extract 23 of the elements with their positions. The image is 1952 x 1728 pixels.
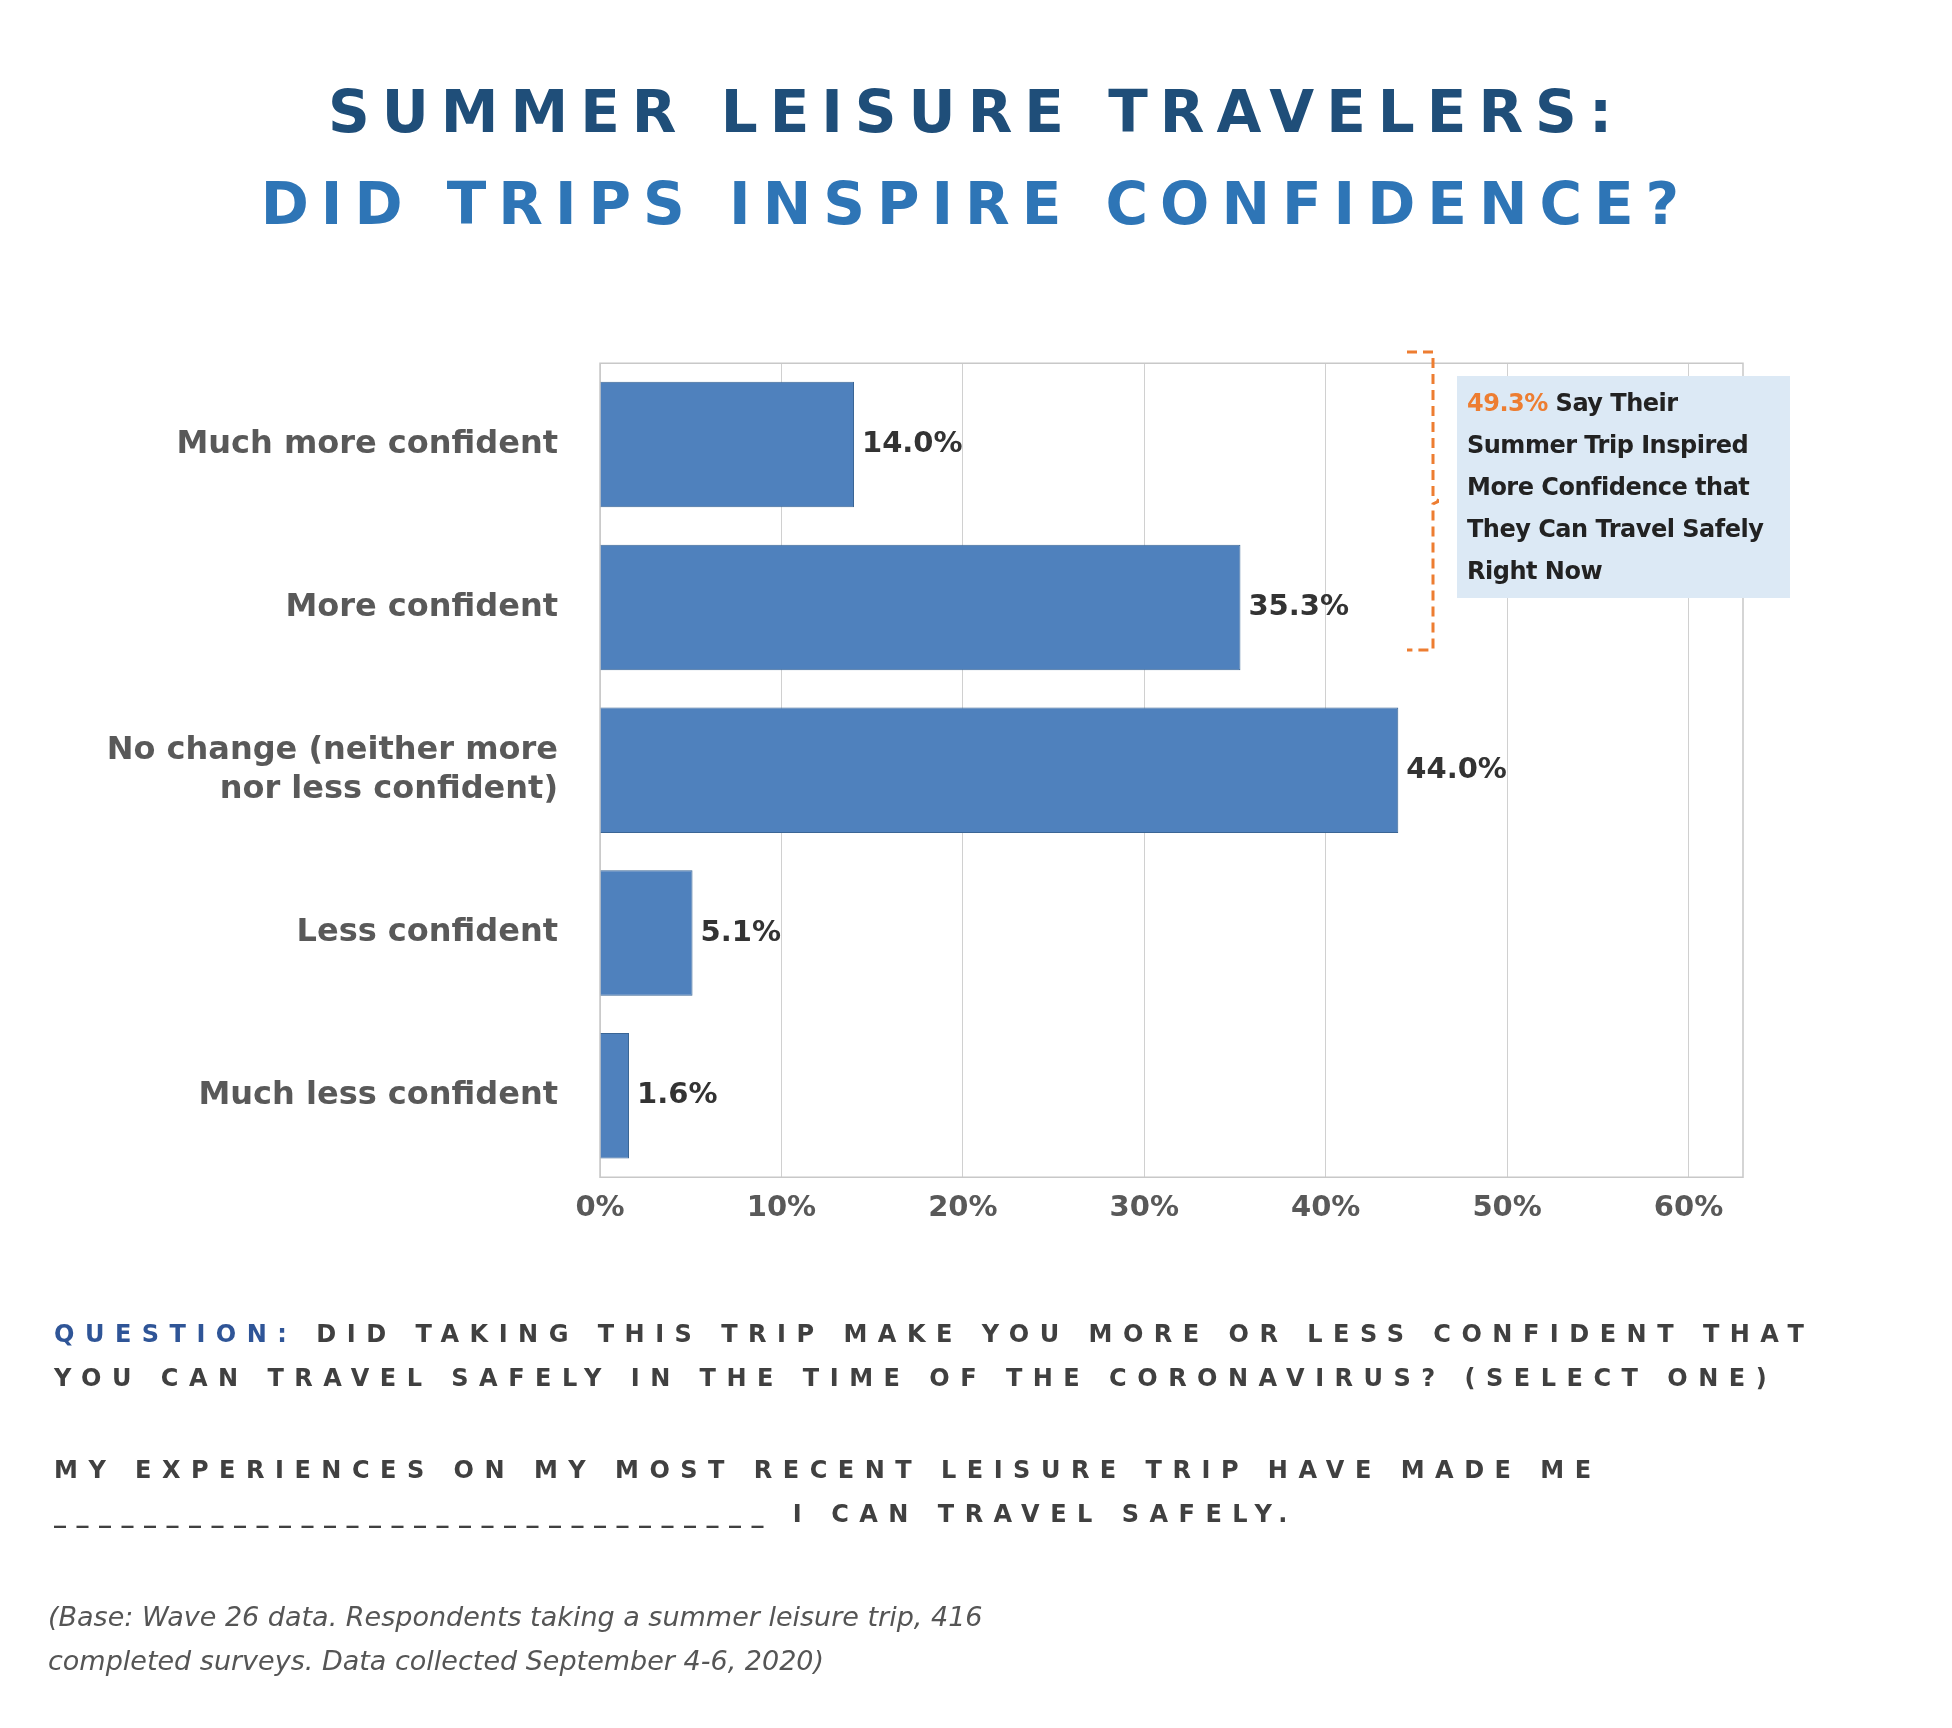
data-label: 1.6%: [637, 1076, 718, 1111]
y-tick-label: No change (neither more nor less confident): [106, 729, 558, 806]
data-label: 14.0%: [862, 425, 963, 460]
y-tick-label: Less confident: [296, 911, 558, 950]
x-tick-label: 50%: [1472, 1189, 1542, 1224]
chart-title: SUMMER LEISURE TRAVELERS:: [326, 78, 1626, 146]
annotation: 49.3% Say Their Summer Trip Inspired More Confidence that They Can Travel Safely Right Now: [1457, 376, 1790, 598]
x-tick-label: 0%: [575, 1189, 625, 1224]
x-tick-label: 10%: [746, 1189, 817, 1224]
text: QUESTION: DID TAKING THIS TRIP MAKE YOU MORE OR LESS CONFIDENT THAT YOU CAN TRAVEL SAFELY IN THE TIME OF THE CORONAVIRUS? (SELECT ONE): [54, 1319, 1816, 1394]
text: MY EXPERIENCES ON MY MOST RECENT LEISURE TRIP HAVE MADE ME ________________________________ I CAN TRAVEL SAFELY.: [54, 1455, 1603, 1530]
x-tick-label: 30%: [1109, 1189, 1179, 1224]
x-tick-label: 60%: [1653, 1189, 1724, 1224]
data-label: 44.0%: [1406, 750, 1507, 785]
x-tick-label: 40%: [1291, 1189, 1361, 1224]
data-label: 35.3%: [1248, 587, 1350, 622]
text: (Base: Wave 26 data. Respondents taking a summer leisure trip, 416 completed surveys. Data collected September 4-6, 2020): [48, 1600, 984, 1678]
y-tick-label: Much more confident: [176, 422, 558, 461]
data-label: 5.1%: [700, 913, 781, 948]
x-tick-label: 20%: [928, 1189, 998, 1224]
y-tick-label: More confident: [285, 585, 558, 624]
chart-subtitle: DID TRIPS INSPIRE CONFIDENCE?: [259, 170, 1693, 238]
y-tick-label: Much less confident: [198, 1074, 558, 1113]
